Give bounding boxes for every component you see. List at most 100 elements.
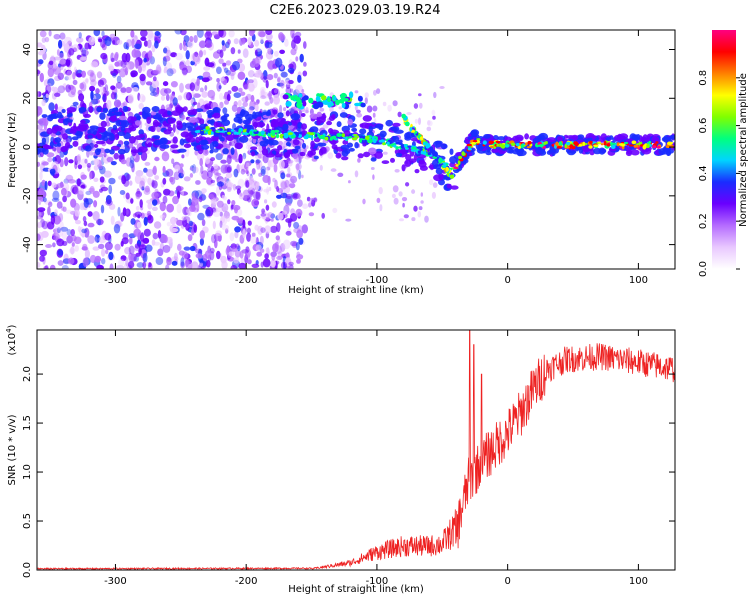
- spectrogram-cell: [250, 146, 258, 150]
- spectrogram-cell: [100, 186, 109, 192]
- spectrogram-cell: [240, 91, 246, 96]
- top-y-tick-label: 20: [22, 92, 33, 105]
- top-x-axis-label: Height of straight line (km): [288, 285, 424, 296]
- colorbar-tick-label: 0.0: [698, 261, 709, 277]
- spectrogram-cell: [206, 76, 213, 81]
- spectrogram-cell: [80, 124, 89, 131]
- spectrogram-cell: [175, 186, 184, 191]
- spectrogram-cell: [212, 197, 217, 203]
- spectrogram-cell: [199, 87, 204, 93]
- spectrogram-cell: [44, 180, 48, 191]
- spectrogram-cell: [368, 125, 373, 133]
- spectrogram-cell: [228, 179, 232, 185]
- spectrogram-cell: [125, 257, 129, 267]
- spectrogram-cell: [303, 61, 307, 67]
- spectrogram-cell: [589, 140, 593, 144]
- spectrogram-cell: [65, 209, 73, 214]
- spectrogram-cell: [226, 93, 231, 102]
- spectrogram-cell: [112, 124, 118, 131]
- spectrogram-cell: [47, 206, 51, 216]
- spectrogram-cell: [345, 218, 352, 222]
- spectrogram-cell: [180, 30, 187, 36]
- spectrogram-cell: [275, 235, 280, 241]
- spectrogram-cell: [152, 199, 158, 206]
- spectrogram-cell: [341, 133, 346, 138]
- spectrogram-cell: [262, 76, 268, 83]
- spectrogram-cell: [260, 130, 265, 136]
- spectrogram-cell: [42, 147, 49, 155]
- spectrogram-cell: [225, 172, 233, 179]
- spectrogram-cell: [62, 118, 69, 126]
- spectrogram-cell: [525, 142, 528, 146]
- spectrogram-cell: [212, 140, 219, 147]
- spectrogram-cell: [359, 128, 367, 135]
- spectrogram-cell: [417, 150, 421, 154]
- spectrogram-cell: [153, 121, 161, 127]
- spectrogram-cell: [221, 40, 225, 46]
- spectrogram-cell: [117, 148, 126, 155]
- spectrogram-cell: [96, 71, 103, 79]
- spectrogram-cell: [129, 236, 133, 245]
- spectrogram-cell: [121, 175, 127, 185]
- spectrogram-cell: [588, 145, 593, 149]
- spectrogram-cell: [76, 154, 81, 162]
- spectrogram-cell: [94, 255, 102, 263]
- spectrogram-cell: [57, 85, 66, 94]
- spectrogram-cell: [335, 152, 342, 159]
- spectrogram-cell: [153, 241, 161, 246]
- spectrogram-cell: [164, 62, 173, 72]
- spectrogram-cell: [90, 79, 97, 87]
- spectrogram-cell: [42, 161, 49, 166]
- spectrogram-cell: [72, 79, 78, 86]
- spectrogram-cell: [652, 145, 657, 149]
- spectrogram-cell: [354, 104, 358, 111]
- spectrogram-cell: [233, 92, 242, 98]
- spectrogram-cell: [302, 203, 309, 209]
- spectrogram-cell: [70, 229, 75, 236]
- spectrogram-cell: [192, 166, 199, 173]
- spectrogram-cell: [296, 229, 303, 239]
- spectrogram-cell: [431, 191, 436, 199]
- spectrogram-cell: [223, 211, 230, 219]
- spectrogram-cell: [308, 212, 315, 217]
- spectrogram-cell: [130, 149, 140, 154]
- spectrogram-cell: [151, 191, 159, 199]
- spectrogram-cell: [305, 145, 309, 150]
- spectrogram-cell: [113, 152, 120, 160]
- spectrogram-cell: [82, 243, 88, 251]
- spectrogram-cell: [184, 147, 190, 158]
- spectrogram-cell: [92, 211, 100, 221]
- spectrogram-cell: [416, 146, 421, 149]
- spectrogram-cell: [257, 30, 266, 38]
- spectrogram-cell: [420, 192, 423, 197]
- spectrogram-cell: [314, 134, 318, 138]
- spectrogram-cell: [337, 172, 344, 177]
- spectrogram-cell: [64, 157, 69, 167]
- spectrogram-cell: [318, 135, 323, 139]
- spectrogram-cell: [134, 174, 142, 185]
- spectrogram-cell: [343, 130, 351, 136]
- spectrogram-cell: [37, 42, 43, 48]
- spectrogram-cell: [382, 151, 388, 155]
- spectrogram-cell: [231, 247, 238, 253]
- spectrogram-cell: [237, 245, 241, 252]
- spectrogram-cell: [363, 151, 371, 158]
- spectrogram-cell: [227, 90, 232, 95]
- spectrogram-cell: [58, 39, 63, 49]
- spectrogram-cell: [331, 113, 336, 120]
- spectrogram-cell: [178, 172, 184, 179]
- spectrogram-cell: [41, 230, 49, 238]
- spectrogram-cell: [157, 230, 162, 239]
- spectrogram-cell: [188, 220, 193, 227]
- spectrogram-cell: [324, 136, 329, 141]
- spectrogram-cell: [336, 121, 342, 128]
- spectrogram-cell: [345, 137, 348, 142]
- spectrogram-cell: [295, 208, 303, 217]
- spectrogram-cell: [93, 165, 99, 171]
- spectrogram-cell: [207, 170, 213, 178]
- spectrogram-cell: [130, 70, 138, 77]
- spectrogram-cell: [37, 262, 41, 268]
- spectrogram-cell: [294, 145, 301, 150]
- bottom-x-tick-label: 0: [504, 576, 510, 587]
